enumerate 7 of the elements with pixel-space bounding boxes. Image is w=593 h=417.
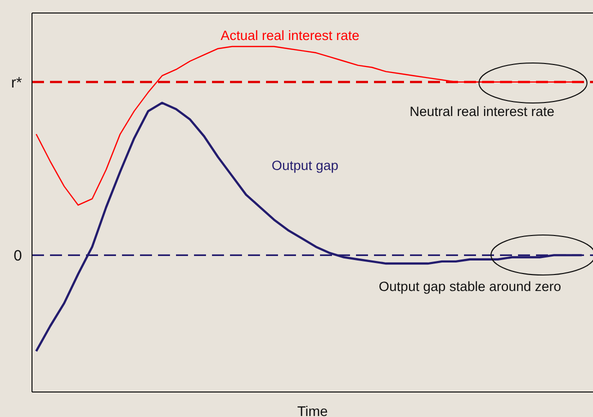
x-axis-title: Time: [297, 403, 328, 417]
text: Output gap: [272, 158, 338, 173]
series-label: Actual real interest rate: [220, 28, 360, 43]
ref-line-label: 0: [14, 248, 22, 265]
ref-line-label: r*: [11, 74, 22, 92]
annotation: Output gap stable around zero: [378, 279, 562, 294]
annotation: Neutral real interest rate: [410, 104, 554, 119]
